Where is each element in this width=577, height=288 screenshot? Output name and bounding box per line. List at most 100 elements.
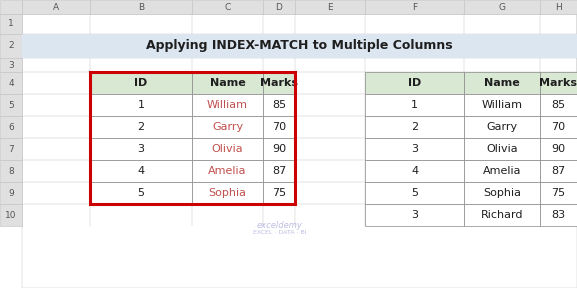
Bar [0,58,22,72]
Text: EXCEL · DATA · BI: EXCEL · DATA · BI [253,230,307,236]
Text: 85: 85 [272,100,286,110]
Text: 10: 10 [5,211,17,219]
Text: 90: 90 [552,144,565,154]
Bar [263,72,295,94]
Text: Name: Name [484,78,520,88]
Text: William: William [207,100,248,110]
Bar [0,14,22,34]
Bar [192,138,263,160]
Text: 1: 1 [137,100,144,110]
Text: 8: 8 [8,166,14,175]
Bar [365,204,464,226]
Text: Olivia: Olivia [486,144,518,154]
Bar [0,116,22,138]
Text: 70: 70 [272,122,286,132]
Text: Olivia: Olivia [212,144,243,154]
Text: C: C [224,3,231,12]
Bar [464,116,540,138]
Text: 4: 4 [137,166,145,176]
Bar [263,0,295,14]
Text: Richard: Richard [481,210,523,220]
Text: 7: 7 [8,145,14,154]
Text: 87: 87 [552,166,565,176]
Text: 3: 3 [8,60,14,69]
Bar [540,94,577,116]
Text: Amelia: Amelia [208,166,247,176]
Text: B: B [138,3,144,12]
Bar [0,94,22,116]
Bar [192,94,263,116]
Bar [464,0,540,14]
Text: 75: 75 [552,188,565,198]
Bar [365,94,464,116]
Bar [90,116,192,138]
Bar [295,0,365,14]
Text: 2: 2 [137,122,145,132]
Text: exceldemy: exceldemy [257,221,303,230]
Text: G: G [499,3,505,12]
Bar [263,182,295,204]
Bar [464,72,540,94]
Text: 85: 85 [552,100,565,110]
Bar [90,182,192,204]
Bar [192,182,263,204]
Bar [464,138,540,160]
Text: 5: 5 [411,188,418,198]
Text: 6: 6 [8,122,14,132]
Text: Name: Name [209,78,245,88]
Text: 5: 5 [8,101,14,109]
Bar [464,160,540,182]
Bar [0,72,22,94]
Text: 3: 3 [411,144,418,154]
Bar [192,72,263,94]
Text: 90: 90 [272,144,286,154]
Bar [90,138,192,160]
Text: ID: ID [408,78,421,88]
Bar [365,0,464,14]
Bar [540,160,577,182]
Text: H: H [555,3,562,12]
Bar [263,138,295,160]
Bar [540,72,577,94]
Bar [365,116,464,138]
Text: Garry: Garry [212,122,243,132]
Bar [464,94,540,116]
Bar [90,72,192,94]
Text: 9: 9 [8,189,14,198]
Text: F: F [412,3,417,12]
Bar [0,182,22,204]
Text: Garry: Garry [486,122,518,132]
Bar [22,34,577,58]
Text: 2: 2 [8,41,14,50]
Text: 4: 4 [8,79,14,88]
Text: 4: 4 [411,166,418,176]
Bar [365,138,464,160]
Text: 70: 70 [552,122,565,132]
Text: 1: 1 [411,100,418,110]
Text: E: E [327,3,333,12]
Bar [0,204,22,226]
Bar [0,34,22,58]
Text: William: William [481,100,523,110]
Text: Amelia: Amelia [483,166,521,176]
Bar [540,116,577,138]
Bar [0,160,22,182]
Bar [464,182,540,204]
Text: Sophia: Sophia [208,188,246,198]
Bar [540,182,577,204]
Text: Marks: Marks [539,78,577,88]
Bar [192,0,263,14]
Bar [90,72,295,204]
Text: 3: 3 [137,144,144,154]
Text: 5: 5 [137,188,144,198]
Bar [365,160,464,182]
Bar [540,0,577,14]
Bar [192,160,263,182]
Text: 87: 87 [272,166,286,176]
Text: 75: 75 [272,188,286,198]
Text: Sophia: Sophia [483,188,521,198]
Bar [540,204,577,226]
Bar [365,182,464,204]
Bar [90,94,192,116]
Bar [192,116,263,138]
